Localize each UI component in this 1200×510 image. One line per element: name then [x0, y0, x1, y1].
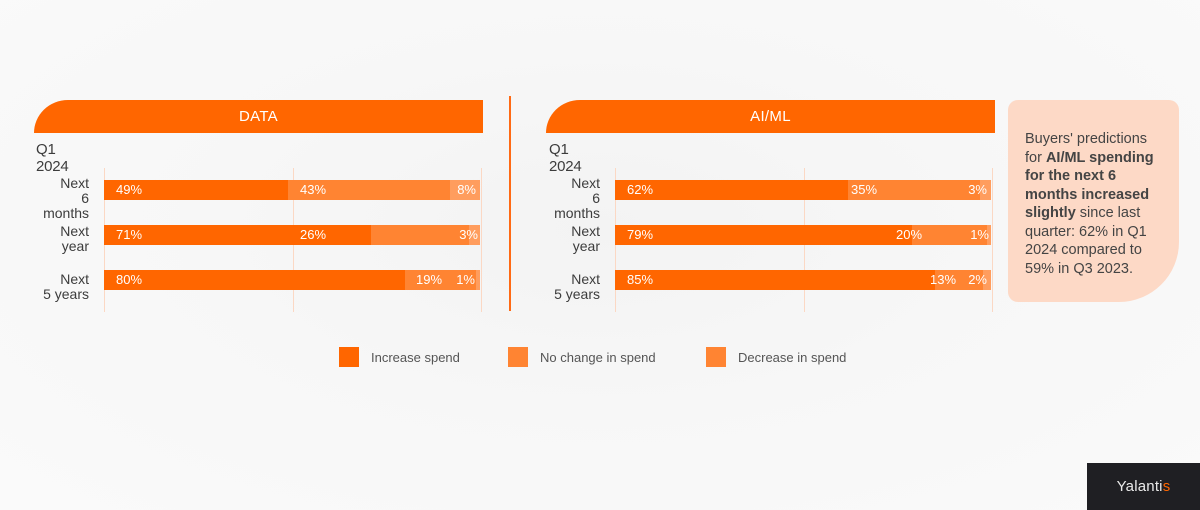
value-no-change: 20% [896, 227, 923, 242]
segment-no-change [848, 180, 980, 200]
value-increase: 71% [116, 227, 143, 242]
value-increase: 80% [116, 272, 143, 287]
gridline-100 [992, 168, 993, 312]
segment-decrease [987, 225, 991, 245]
plot-area: Next 6 months 62% 35% 3% Next year 79% 20%… [546, 168, 1006, 312]
bar-row: 49% 43% 8% [104, 180, 480, 200]
bar-row: 62% 35% 3% [615, 180, 991, 200]
value-no-change: 19% [416, 272, 443, 287]
value-no-change: 13% [930, 272, 957, 287]
legend-item-increase: Increase spend [339, 347, 460, 367]
value-decrease: 3% [968, 182, 987, 197]
legend-item-no-change: No change in spend [508, 347, 656, 367]
legend-swatch [339, 347, 359, 367]
segment-no-change [912, 225, 988, 245]
bar-row: 80% 19% 1% [104, 270, 480, 290]
row-label: Next 5 years [43, 271, 89, 302]
legend-swatch [508, 347, 528, 367]
panel-title: DATA [34, 100, 483, 133]
segment-increase [615, 270, 935, 290]
segment-increase [615, 180, 849, 200]
plot-area: Next 6 months 49% 43% 8% Next year 71% 26%… [34, 168, 494, 312]
value-decrease: 1% [970, 227, 989, 242]
segment-increase [615, 225, 913, 245]
segment-decrease [468, 225, 480, 245]
panel-divider [509, 96, 511, 311]
segment-no-change [404, 270, 477, 290]
value-decrease: 3% [459, 227, 478, 242]
row-label: Next 6 months [554, 175, 600, 221]
segment-decrease [983, 270, 991, 290]
value-decrease: 1% [456, 272, 475, 287]
panel-title: AI/ML [546, 100, 995, 133]
segment-increase [104, 225, 371, 245]
row-label: Next 6 months [43, 175, 89, 221]
value-no-change: 35% [851, 182, 878, 197]
legend-item-decrease: Decrease in spend [706, 347, 846, 367]
period-label: Q1 2024 [36, 141, 69, 175]
segment-decrease [476, 270, 480, 290]
value-no-change: 26% [300, 227, 327, 242]
period-label: Q1 2024 [549, 141, 582, 175]
bar-row: 79% 20% 1% [615, 225, 991, 245]
segment-decrease [449, 180, 480, 200]
brand-logo: Yalanti s [1087, 463, 1200, 510]
value-increase: 49% [116, 182, 143, 197]
value-decrease: 8% [457, 182, 476, 197]
legend-swatch [706, 347, 726, 367]
gridline-100 [481, 168, 482, 312]
segment-no-change [934, 270, 984, 290]
value-increase: 62% [627, 182, 654, 197]
segment-increase [104, 180, 289, 200]
segment-no-change [370, 225, 469, 245]
bar-row: 71% 26% 3% [104, 225, 480, 245]
callout-highlight: AI/ML spending for the next 6 months inc… [1025, 149, 1154, 222]
value-no-change: 43% [300, 182, 327, 197]
row-label: Next year [571, 223, 600, 254]
row-label: Next 5 years [554, 271, 600, 302]
segment-no-change [288, 180, 450, 200]
value-increase: 85% [627, 272, 654, 287]
segment-increase [104, 270, 405, 290]
row-label: Next year [60, 223, 89, 254]
value-increase: 79% [627, 227, 654, 242]
value-decrease: 2% [968, 272, 987, 287]
bar-row: 85% 13% 2% [615, 270, 991, 290]
insight-callout: Buyers' predictions for AI/ML spending f… [1008, 100, 1179, 302]
segment-decrease [979, 180, 991, 200]
